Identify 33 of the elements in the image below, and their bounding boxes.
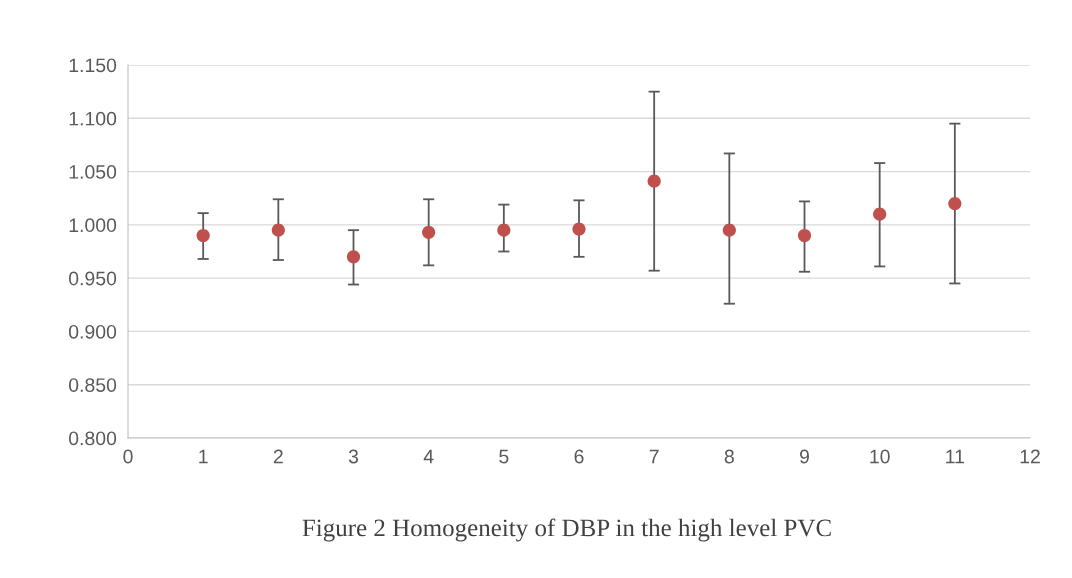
y-tick-label: 0.800 bbox=[68, 431, 117, 446]
x-tick-label: 7 bbox=[649, 449, 659, 464]
point bbox=[271, 223, 285, 237]
x-tick-label: 6 bbox=[574, 449, 584, 464]
text: Figure 2 Homogeneity of DBP in the high level PVC bbox=[302, 518, 831, 542]
point bbox=[797, 228, 812, 243]
point bbox=[647, 174, 661, 188]
x-tick-label: 9 bbox=[800, 449, 809, 464]
y-tick-label: 0.850 bbox=[68, 378, 117, 392]
x-tick-label: 2 bbox=[273, 449, 283, 464]
point bbox=[422, 225, 436, 239]
point bbox=[948, 196, 962, 211]
y-tick-label: 0.900 bbox=[68, 324, 117, 339]
point bbox=[346, 250, 361, 264]
point bbox=[873, 207, 887, 221]
x-tick-label: 4 bbox=[423, 449, 434, 464]
y-tick-label: 1.000 bbox=[69, 218, 117, 233]
x-tick-label: 8 bbox=[724, 449, 734, 464]
point bbox=[196, 228, 210, 243]
x-tick-label: 11 bbox=[946, 449, 964, 464]
y-tick-label: 1.050 bbox=[69, 165, 117, 179]
point bbox=[572, 222, 586, 236]
x-tick-label: 5 bbox=[499, 449, 509, 464]
x-tick-label: 3 bbox=[348, 449, 359, 464]
y-tick-label: 0.950 bbox=[68, 271, 117, 286]
point bbox=[722, 223, 736, 237]
x-tick-label: 0 bbox=[123, 449, 133, 464]
y-tick-label: 1.150 bbox=[69, 58, 117, 73]
x-tick-label: 1 bbox=[199, 449, 208, 464]
point bbox=[497, 223, 511, 237]
y-tick-label: 1.100 bbox=[69, 111, 117, 126]
x-tick-label: 10 bbox=[870, 449, 890, 464]
x-tick-label: 12 bbox=[1020, 449, 1040, 464]
